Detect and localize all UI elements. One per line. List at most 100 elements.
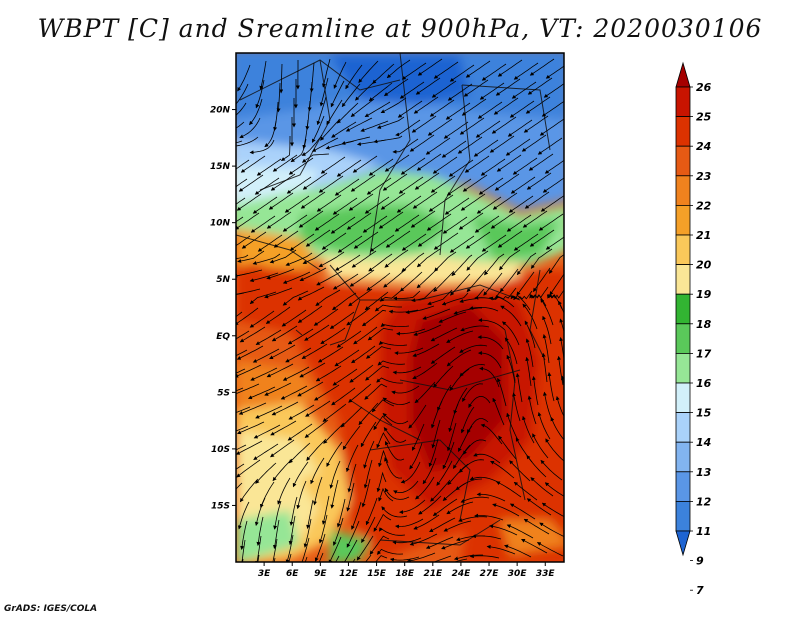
- lat-tick-label: EQ: [216, 332, 230, 342]
- streamline: [236, 235, 251, 247]
- streamline: [408, 404, 427, 429]
- streamline: [257, 554, 260, 562]
- streamline: [238, 174, 264, 192]
- colorbar-bottom-arrow: [675, 530, 691, 557]
- streamline: [412, 191, 438, 209]
- streamline: [320, 327, 346, 345]
- streamline: [433, 555, 452, 562]
- streamline: [433, 61, 459, 79]
- streamline: [389, 556, 420, 562]
- streamline: [410, 210, 436, 228]
- streamline: [393, 290, 421, 301]
- streamline: [400, 157, 426, 175]
- streamline: [545, 236, 564, 250]
- streamline: [489, 524, 518, 536]
- streamline: [413, 514, 440, 530]
- lat-tick-label: 5S: [217, 388, 230, 398]
- streamline: [431, 80, 457, 98]
- streamline: [459, 288, 485, 303]
- streamline: [252, 253, 281, 265]
- streamline: [453, 554, 483, 561]
- streamline: [378, 211, 404, 229]
- streamline: [287, 328, 314, 345]
- colorbar-label: 9: [696, 555, 704, 568]
- streamline: [513, 290, 533, 301]
- streamline: [285, 347, 312, 363]
- streamline: [460, 325, 490, 332]
- colorbar-label: 13: [696, 466, 712, 479]
- streamline: [431, 419, 441, 449]
- colorbar-label: 21: [696, 229, 711, 242]
- colorbar-label: 20: [696, 259, 712, 272]
- streamline: [525, 96, 551, 114]
- streamline: [371, 399, 395, 413]
- streamline: [236, 425, 249, 432]
- streamline: [303, 518, 312, 548]
- streamline: [252, 196, 278, 214]
- streamline: [301, 343, 328, 359]
- streamline: [376, 432, 391, 449]
- streamline: [288, 442, 311, 464]
- streamline: [376, 116, 405, 129]
- streamline: [273, 230, 299, 248]
- streamline: [333, 61, 347, 89]
- streamline: [342, 425, 361, 450]
- streamline: [512, 392, 521, 422]
- streamline: [433, 365, 454, 388]
- streamline: [425, 536, 454, 549]
- lat-tick-label: 20N: [210, 106, 231, 116]
- colorbar-swatch: [675, 264, 691, 295]
- streamline: [348, 193, 374, 211]
- streamline: [544, 482, 564, 497]
- lon-tick-label: 30E: [508, 569, 528, 579]
- streamline: [449, 235, 475, 253]
- streamline: [236, 102, 247, 116]
- streamline: [257, 234, 283, 252]
- streamline: [381, 506, 408, 518]
- streamline: [288, 157, 314, 175]
- streamline: [361, 516, 376, 543]
- streamline: [475, 120, 501, 138]
- streamline: [318, 175, 344, 193]
- streamline: [505, 138, 531, 156]
- streamline: [349, 269, 375, 287]
- streamline: [465, 231, 491, 249]
- streamline: [350, 174, 376, 192]
- streamline: [443, 520, 472, 532]
- streamline: [336, 330, 362, 348]
- streamline: [237, 501, 250, 530]
- streamline: [334, 178, 360, 196]
- streamline: [270, 439, 295, 458]
- streamline: [388, 309, 419, 314]
- streamline: [369, 234, 395, 252]
- streamline: [236, 459, 261, 478]
- streamline: [559, 318, 564, 334]
- streamline: [459, 344, 488, 353]
- streamline: [413, 324, 442, 337]
- streamline: [516, 252, 537, 276]
- streamline: [483, 272, 503, 296]
- streamline: [445, 102, 471, 120]
- streamline: [383, 268, 407, 288]
- streamline: [395, 518, 424, 529]
- streamline: [383, 427, 407, 443]
- streamline: [351, 345, 376, 364]
- streamline: [336, 159, 362, 177]
- colorbar-label: 11: [696, 525, 711, 538]
- streamline: [426, 213, 452, 231]
- lon-tick-label: 9E: [314, 569, 327, 579]
- streamline: [529, 229, 555, 247]
- streamline: [297, 286, 325, 301]
- streamline: [462, 439, 487, 455]
- streamline: [462, 174, 488, 192]
- streamline: [394, 214, 420, 232]
- streamline: [236, 364, 262, 378]
- streamline: [369, 535, 390, 555]
- streamline: [414, 172, 440, 190]
- streamline: [490, 211, 516, 229]
- streamline: [336, 102, 359, 124]
- streamline: [560, 375, 564, 388]
- streamline: [555, 395, 564, 418]
- streamline: [480, 158, 506, 176]
- streamline: [382, 397, 411, 406]
